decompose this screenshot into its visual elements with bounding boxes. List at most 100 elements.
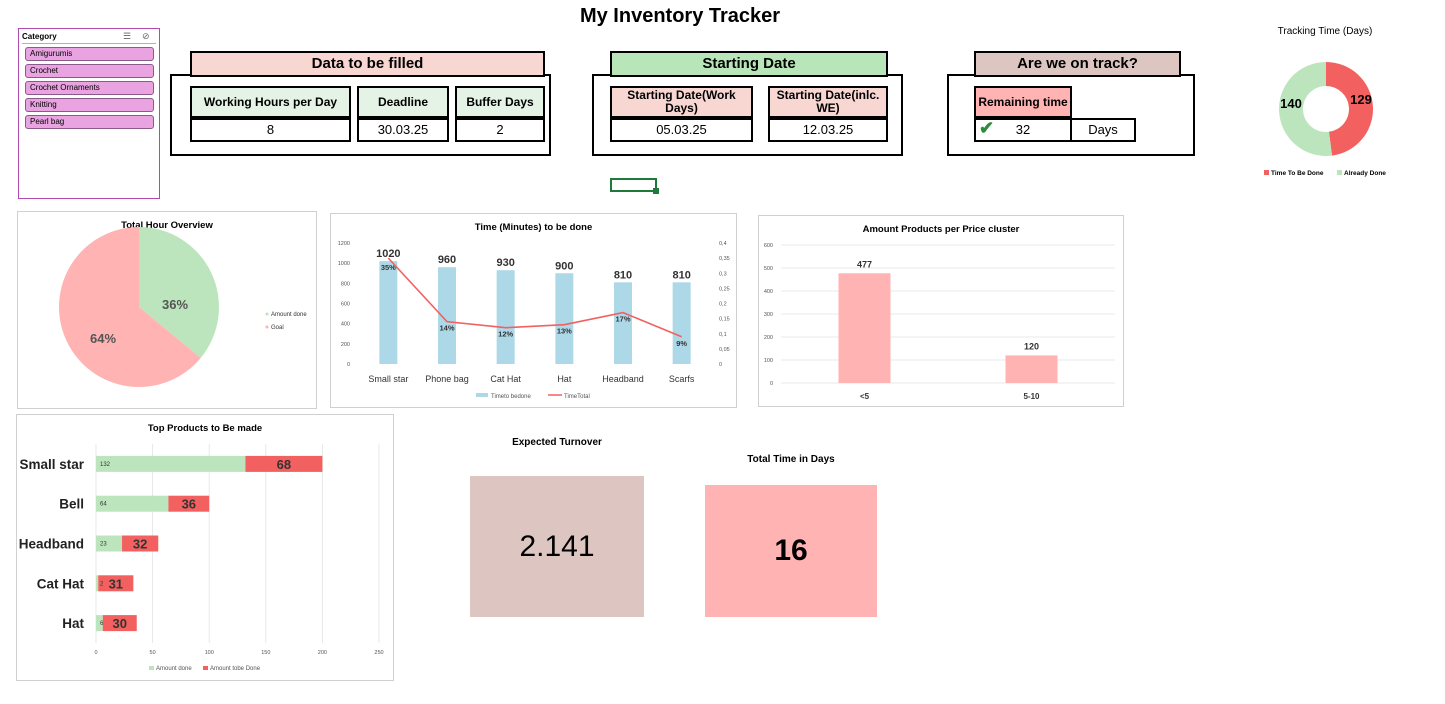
- chart-title: Time (Minutes) to be done: [474, 222, 593, 233]
- bar: [438, 267, 456, 364]
- slicer-item-crochet[interactable]: Crochet: [25, 64, 154, 78]
- chart-title: Total Hour Overview: [121, 220, 213, 231]
- bar: [838, 273, 891, 383]
- total-hour-chart[interactable]: Total Hour Overview 36% 64% Amount done …: [17, 211, 317, 409]
- total-time-label: Total Time in Days: [747, 454, 835, 465]
- bar-todo-label: 36: [182, 497, 196, 512]
- legend-swatch-done: [149, 666, 154, 670]
- clear-filter-icon[interactable]: ⊘: [142, 31, 150, 41]
- line-value-label: 13%: [557, 327, 572, 336]
- y2-tick-label: 0,15: [719, 317, 730, 323]
- y-tick-label: 100: [764, 358, 773, 364]
- y2-tick-label: 0: [719, 362, 722, 368]
- bar-done: [96, 495, 169, 512]
- donut-svg: 129 140 Time To Be Done Already Done: [1264, 62, 1386, 177]
- x-tick-label: 50: [150, 650, 156, 656]
- buffer-days-label: Buffer Days: [455, 86, 545, 118]
- y2-tick-label: 0,3: [719, 271, 727, 277]
- bar-todo-label: 31: [109, 576, 123, 591]
- bar-value-label: 900: [555, 260, 573, 272]
- y-tick-label: 1200: [338, 241, 350, 247]
- y-tick-label: 200: [764, 335, 773, 341]
- bar-value-label: 810: [672, 269, 690, 281]
- tracking-time-chart[interactable]: Tracking Time (Days) 129 140 Time To Be …: [1230, 20, 1420, 185]
- slicer-item-pearl-bag[interactable]: Pearl bag: [25, 115, 154, 129]
- price-cluster-chart[interactable]: Amount Products per Price cluster 0 100 20…: [758, 215, 1124, 407]
- legend-label-todo: Amount tobe Done: [210, 666, 261, 672]
- y-tick-label: 500: [764, 266, 773, 272]
- legend-swatch-todo: [1264, 170, 1269, 175]
- y-tick-label: 300: [764, 312, 773, 318]
- deadline-value[interactable]: 30.03.25: [357, 118, 449, 142]
- x-tick-label: Headband: [602, 374, 644, 384]
- y-tick-label: 1000: [338, 261, 350, 267]
- bar-done-label: 64: [100, 502, 107, 508]
- chart-title: Top Products to Be made: [147, 423, 263, 434]
- remaining-time-unit: Days: [1070, 118, 1136, 142]
- working-hours-value[interactable]: 8: [190, 118, 351, 142]
- bar-done-label: 2: [100, 581, 104, 587]
- category-slicer[interactable]: Category ☰ ⊘ Amigurumis Crochet Crochet …: [18, 28, 160, 199]
- bar-value-label: 810: [614, 269, 632, 281]
- y-category-label: Cat Hat: [37, 576, 85, 591]
- x-tick-label: Cat Hat: [490, 374, 521, 384]
- x-tick-label: Phone bag: [425, 374, 469, 384]
- start-incl-we-value[interactable]: 12.03.25: [768, 118, 888, 142]
- total-time-value: 16: [705, 485, 877, 617]
- top-products-svg: Amount done Amount tobe Done 0 50 100 150 20…: [19, 444, 384, 672]
- slicer-item-crochet-ornaments[interactable]: Crochet Ornaments: [25, 81, 154, 95]
- line-value-label: 12%: [498, 330, 513, 339]
- pie-slice: [58, 227, 201, 387]
- bar-done: [96, 455, 246, 472]
- bar: [1005, 355, 1058, 383]
- donut-label-done: 140: [1280, 96, 1302, 111]
- bar-todo: [168, 495, 210, 512]
- y2-tick-label: 0,35: [719, 256, 730, 262]
- bar-done-label: 132: [100, 462, 111, 468]
- slicer-divider: [22, 43, 156, 44]
- legend-label-todo: Time To Be Done: [1271, 170, 1324, 177]
- pie-label-done: 36%: [162, 297, 188, 312]
- y-tick-label: 600: [341, 302, 350, 308]
- remaining-time-label: Remaining time: [974, 86, 1072, 118]
- slicer-item-amigurumis[interactable]: Amigurumis: [25, 47, 154, 61]
- legend-label-total: TimeTotal: [564, 394, 590, 400]
- top-products-chart[interactable]: Top Products to Be made Amount done Amou…: [16, 414, 394, 681]
- slicer-header: Category: [22, 32, 57, 41]
- bar-value-label: 1020: [376, 248, 400, 260]
- line-value-label: 14%: [439, 324, 454, 333]
- legend-marker-goal: [265, 325, 269, 329]
- pie-svg: 36% 64% Amount done Goal: [58, 227, 307, 387]
- bar: [496, 270, 515, 364]
- y-category-label: Bell: [59, 497, 84, 512]
- bar: [555, 273, 574, 364]
- bar-value-label: 930: [496, 257, 514, 269]
- x-tick-label: 250: [374, 650, 383, 656]
- buffer-days-value[interactable]: 2: [455, 118, 545, 142]
- bar-done-label: 23: [100, 542, 107, 548]
- line-value-label: 17%: [615, 315, 630, 324]
- track-form-header: Are we on track?: [974, 51, 1181, 77]
- bar-done-label: 6: [100, 621, 104, 627]
- legend-label-goal: Goal: [271, 325, 284, 331]
- y2-tick-label: 0,05: [719, 347, 730, 353]
- slicer-item-knitting[interactable]: Knitting: [25, 98, 154, 112]
- y-tick-label: 0: [347, 362, 350, 368]
- selected-cell[interactable]: [610, 178, 657, 192]
- bar-value-label: 960: [438, 254, 456, 266]
- remaining-time-cell[interactable]: ✔ 32: [974, 118, 1072, 142]
- x-tick-label: 0: [94, 650, 97, 656]
- bar-todo: [245, 455, 323, 472]
- working-hours-label: Working Hours per Day: [190, 86, 351, 118]
- fill-handle[interactable]: [653, 188, 659, 194]
- chart-title: Amount Products per Price cluster: [862, 224, 1020, 235]
- x-tick-label: <5: [860, 392, 870, 401]
- start-work-days-value[interactable]: 05.03.25: [610, 118, 753, 142]
- start-work-days-label: Starting Date(Work Days): [610, 86, 753, 118]
- legend-marker-done: [265, 312, 269, 316]
- time-to-be-done-chart[interactable]: Time (Minutes) to be done Timeto bedone …: [330, 213, 737, 408]
- legend-swatch-done: [1337, 170, 1342, 175]
- y-tick-label: 200: [341, 342, 350, 348]
- bar-done: [96, 535, 123, 552]
- multi-select-icon[interactable]: ☰: [123, 31, 132, 41]
